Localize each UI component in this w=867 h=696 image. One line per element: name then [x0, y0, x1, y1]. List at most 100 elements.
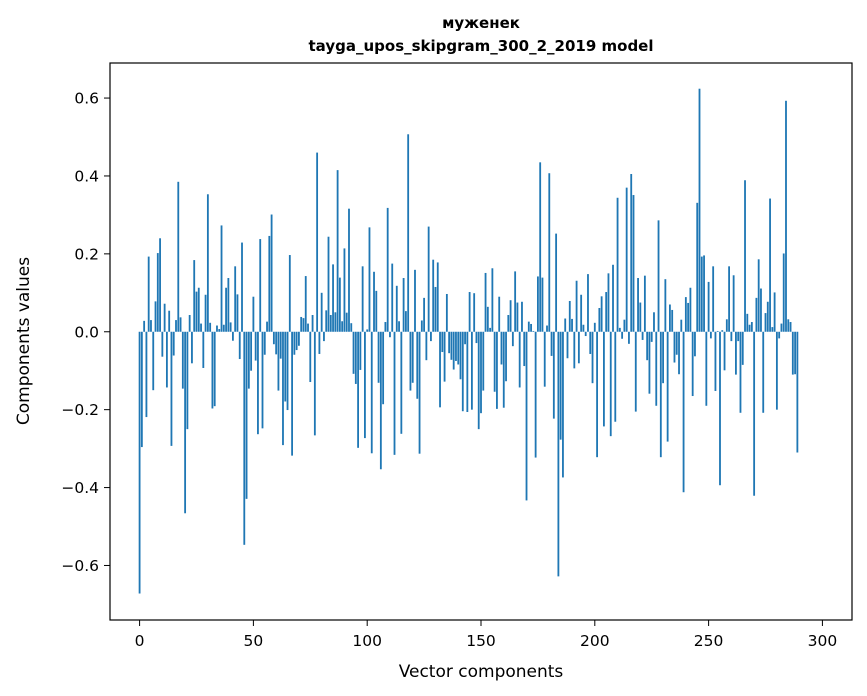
bar [293, 331, 296, 355]
bar [589, 331, 592, 354]
bar [277, 331, 280, 391]
bar [179, 317, 182, 332]
bar [735, 331, 737, 375]
bar [773, 292, 776, 332]
bar [147, 256, 150, 332]
bar [500, 331, 503, 365]
bar [600, 296, 603, 332]
bar [352, 331, 355, 374]
bar [587, 274, 589, 332]
bar [386, 207, 389, 332]
bar [336, 170, 339, 332]
bar [288, 255, 291, 332]
bar [225, 287, 227, 332]
bar [211, 331, 214, 409]
bar [186, 331, 189, 430]
bar [247, 331, 250, 389]
bar [648, 331, 651, 394]
bar [145, 331, 148, 418]
bars-group [138, 88, 799, 594]
bar [191, 331, 193, 364]
bar [689, 287, 692, 332]
bar [379, 331, 382, 470]
bar [286, 331, 289, 411]
bar [509, 300, 512, 332]
bar [284, 331, 287, 402]
bar [750, 322, 753, 332]
bar [254, 331, 257, 361]
bar [505, 331, 507, 382]
bar [705, 331, 708, 406]
bar [457, 331, 460, 365]
bar [350, 323, 353, 332]
y-tick-label: −0.6 [61, 557, 99, 575]
bar [666, 331, 669, 442]
bar [172, 331, 175, 356]
x-tick-label: 50 [244, 632, 264, 650]
bar [593, 322, 596, 332]
bar [696, 202, 699, 332]
bar [197, 287, 200, 332]
bar [655, 331, 658, 406]
bar [341, 321, 344, 332]
bar [541, 277, 544, 332]
bar [728, 266, 730, 332]
bar [268, 235, 271, 332]
bar [532, 330, 535, 332]
bar [653, 312, 655, 332]
bar [375, 290, 378, 332]
bar [564, 318, 567, 332]
bar [241, 242, 243, 332]
bar [511, 331, 514, 347]
x-tick-label: 300 [808, 632, 838, 650]
bar [332, 264, 334, 332]
bar [662, 331, 664, 384]
bar [614, 331, 617, 422]
bar [762, 331, 765, 413]
bar [316, 152, 319, 332]
bar [764, 313, 767, 332]
bar [227, 278, 230, 332]
bar [423, 297, 426, 332]
bar [311, 315, 314, 332]
bar [343, 248, 346, 332]
bar [703, 255, 705, 332]
bar [407, 134, 410, 332]
bar [200, 323, 202, 332]
bar [411, 331, 414, 383]
x-tick-label: 150 [466, 632, 496, 650]
bar [154, 301, 157, 332]
bar [252, 296, 255, 332]
bar [229, 322, 232, 332]
bar [796, 331, 799, 453]
bar [657, 220, 660, 332]
bar [712, 266, 715, 332]
bar [329, 315, 332, 332]
bar [427, 226, 430, 332]
bar [641, 331, 644, 340]
bar [459, 331, 462, 380]
bar [163, 303, 166, 332]
bar [448, 331, 451, 354]
bar [639, 302, 642, 332]
plot-frame [109, 62, 853, 621]
bar [557, 331, 560, 577]
bar [484, 272, 487, 332]
bar [536, 276, 539, 332]
bar [361, 266, 364, 332]
bar [562, 331, 564, 478]
bar [737, 331, 740, 342]
bar [603, 331, 605, 427]
bar [669, 304, 671, 332]
bar [709, 331, 712, 339]
chart-subtitle: tayga_upos_skipgram_300_2_2019 model [309, 37, 654, 55]
bar [598, 308, 601, 332]
bar [559, 331, 562, 440]
bar [432, 259, 435, 332]
bar [769, 198, 771, 332]
bar [552, 331, 555, 419]
bar [523, 331, 526, 367]
bar [436, 262, 439, 332]
bar [377, 331, 380, 383]
